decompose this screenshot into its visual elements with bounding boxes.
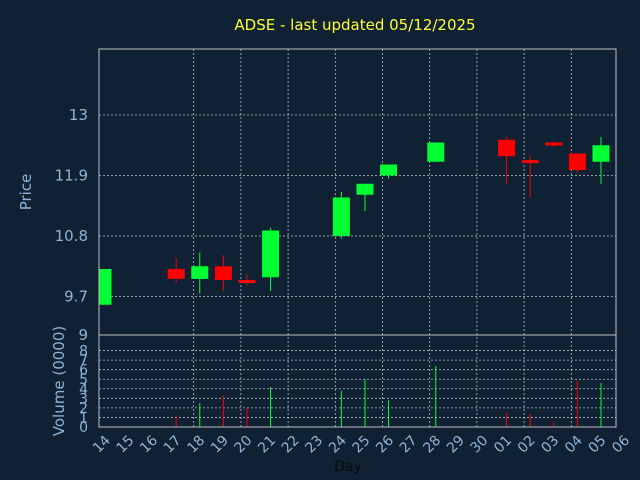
volume-tick-label: 7	[79, 353, 88, 369]
volume-axis-label: Volume (0000)	[50, 326, 68, 436]
x-tick-label: 15	[114, 433, 138, 457]
volume-tick-label: 4	[79, 382, 88, 398]
volume-tick-label: 8	[79, 344, 88, 360]
x-tick-label: 14	[90, 433, 114, 457]
x-tick-label: 25	[350, 433, 374, 457]
candle-body	[427, 142, 445, 162]
x-tick-label: 17	[161, 433, 185, 457]
x-tick-label: 05	[586, 433, 610, 457]
candle-body	[99, 269, 112, 305]
candle-body	[545, 142, 563, 146]
price-tick-label: 10.8	[55, 227, 88, 245]
candle-body	[332, 197, 350, 236]
x-tick-label: 27	[397, 433, 421, 457]
volume-tick-label: 6	[79, 363, 88, 379]
volume-panel-frame	[98, 334, 617, 428]
x-tick-label: 19	[208, 433, 232, 457]
x-tick-label: 23	[302, 433, 326, 457]
candle-body	[191, 266, 209, 279]
price-axis-label: Price	[17, 174, 35, 211]
candle-body	[262, 230, 280, 278]
candle-body	[592, 145, 610, 162]
grid-layer	[99, 49, 616, 427]
volume-tick-label: 1	[79, 410, 88, 426]
x-tick-label: 02	[515, 433, 539, 457]
volume-tick-label: 3	[79, 391, 88, 407]
x-tick-label: 01	[491, 433, 515, 457]
price-tick-label: 9	[78, 326, 88, 344]
price-tick-label: 11.9	[55, 167, 88, 185]
x-axis-label: Day	[334, 459, 362, 475]
x-tick-label: 03	[538, 433, 562, 457]
x-tick-label: 18	[184, 433, 208, 457]
x-tick-label: 20	[232, 433, 256, 457]
volume-tick-label: 0	[79, 420, 88, 436]
x-tick-label: 28	[420, 433, 444, 457]
x-tick-label: 16	[137, 433, 161, 457]
x-tick-label: 21	[255, 433, 279, 457]
price-tick-label: 9.7	[64, 288, 88, 306]
volume-tick-label: 5	[79, 372, 88, 388]
volume-tick-label: 2	[79, 401, 88, 417]
x-tick-label: 24	[326, 433, 350, 457]
x-tick-label: 06	[609, 433, 633, 457]
candle-body	[356, 183, 374, 195]
price-tick-label: 13	[69, 106, 88, 124]
chart-title: ADSE - last updated 05/12/2025	[234, 16, 475, 34]
x-tick-label: 22	[279, 433, 303, 457]
x-tick-label: 29	[444, 433, 468, 457]
x-tick-label: 04	[562, 433, 586, 457]
candle-body	[214, 266, 232, 280]
x-tick-label: 30	[468, 433, 492, 457]
candle-body	[238, 280, 256, 283]
candle-body	[498, 139, 516, 157]
volume-layer	[175, 365, 602, 427]
frame-layer	[98, 48, 617, 428]
x-tick-label: 26	[373, 433, 397, 457]
candle-body	[380, 164, 398, 176]
candle-body	[167, 269, 185, 279]
candle-layer	[99, 137, 610, 305]
candle-body	[521, 160, 539, 164]
candle-body	[568, 153, 586, 170]
